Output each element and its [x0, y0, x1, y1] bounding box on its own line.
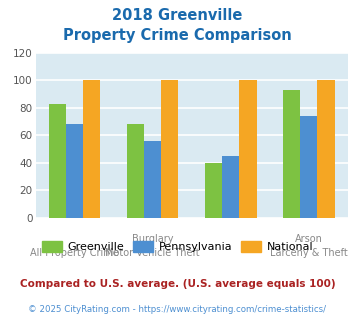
- Bar: [161, 80, 179, 218]
- Bar: [317, 80, 335, 218]
- Bar: [127, 124, 144, 218]
- Bar: [49, 104, 66, 218]
- Text: Property Crime Comparison: Property Crime Comparison: [63, 28, 292, 43]
- Text: Larceny & Theft: Larceny & Theft: [270, 248, 348, 258]
- Text: Compared to U.S. average. (U.S. average equals 100): Compared to U.S. average. (U.S. average …: [20, 279, 335, 289]
- Bar: [83, 80, 100, 218]
- Legend: Greenville, Pennsylvania, National: Greenville, Pennsylvania, National: [37, 237, 318, 256]
- Text: All Property Crime: All Property Crime: [30, 248, 119, 258]
- Text: Burglary: Burglary: [132, 235, 173, 245]
- Text: Arson: Arson: [295, 235, 323, 245]
- Bar: [300, 116, 317, 218]
- Text: Motor Vehicle Theft: Motor Vehicle Theft: [105, 248, 200, 258]
- Bar: [239, 80, 257, 218]
- Text: 2018 Greenville: 2018 Greenville: [112, 8, 243, 23]
- Bar: [144, 141, 161, 218]
- Bar: [66, 124, 83, 218]
- Text: © 2025 CityRating.com - https://www.cityrating.com/crime-statistics/: © 2025 CityRating.com - https://www.city…: [28, 305, 327, 314]
- Bar: [283, 90, 300, 218]
- Bar: [205, 163, 222, 218]
- Bar: [222, 156, 239, 218]
